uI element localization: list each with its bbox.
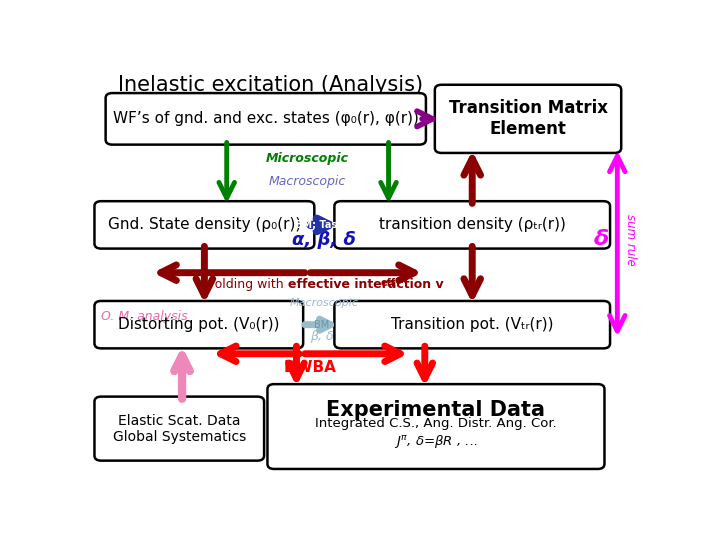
FancyBboxPatch shape bbox=[94, 301, 303, 348]
Text: BM: BM bbox=[314, 320, 329, 330]
FancyBboxPatch shape bbox=[94, 396, 264, 461]
Text: Macroscopic: Macroscopic bbox=[269, 175, 346, 188]
FancyBboxPatch shape bbox=[334, 301, 610, 348]
Text: sum rule: sum rule bbox=[624, 213, 636, 265]
Text: Microscopic: Microscopic bbox=[266, 152, 349, 165]
Text: α, β, δ: α, β, δ bbox=[292, 231, 356, 249]
Text: Distorting pot. (V₀(r)): Distorting pot. (V₀(r)) bbox=[118, 317, 279, 332]
Text: Gnd. State density (ρ₀(r)): Gnd. State density (ρ₀(r)) bbox=[108, 218, 301, 232]
Text: Integrated C.S., Ang. Distr. Ang. Cor.: Integrated C.S., Ang. Distr. Ang. Cor. bbox=[315, 417, 557, 430]
Text: transition density (ρₜᵣ(r)): transition density (ρₜᵣ(r)) bbox=[379, 218, 566, 232]
Text: WF’s of gnd. and exc. states (φ₀(r), φ(r)): WF’s of gnd. and exc. states (φ₀(r), φ(r… bbox=[113, 111, 419, 126]
Text: $\mathit{J}^\pi$, δ=βR , ...: $\mathit{J}^\pi$, δ=βR , ... bbox=[394, 433, 478, 450]
FancyBboxPatch shape bbox=[267, 384, 605, 469]
Text: BM; Tassie: BM; Tassie bbox=[295, 220, 354, 230]
Text: Folding with: Folding with bbox=[208, 278, 287, 291]
Text: δ: δ bbox=[594, 230, 609, 249]
Text: Transition pot. (Vₜᵣ(r)): Transition pot. (Vₜᵣ(r)) bbox=[391, 317, 554, 332]
Text: Macroscopic: Macroscopic bbox=[290, 298, 359, 308]
Text: Elastic Scat. Data
Global Systematics: Elastic Scat. Data Global Systematics bbox=[112, 414, 246, 444]
Text: DWBA: DWBA bbox=[284, 360, 337, 375]
Text: effective interaction v: effective interaction v bbox=[287, 278, 443, 291]
FancyBboxPatch shape bbox=[435, 85, 621, 153]
Text: β, δ: β, δ bbox=[310, 330, 333, 343]
Text: Inelastic excitation (Analysis): Inelastic excitation (Analysis) bbox=[118, 75, 423, 95]
Text: O. M. analysis: O. M. analysis bbox=[101, 310, 188, 323]
Text: eff: eff bbox=[380, 278, 395, 288]
FancyBboxPatch shape bbox=[334, 201, 610, 248]
Text: Transition Matrix
Element: Transition Matrix Element bbox=[449, 99, 608, 138]
FancyBboxPatch shape bbox=[106, 93, 426, 145]
FancyBboxPatch shape bbox=[94, 201, 315, 248]
Text: Experimental Data: Experimental Data bbox=[326, 400, 546, 420]
